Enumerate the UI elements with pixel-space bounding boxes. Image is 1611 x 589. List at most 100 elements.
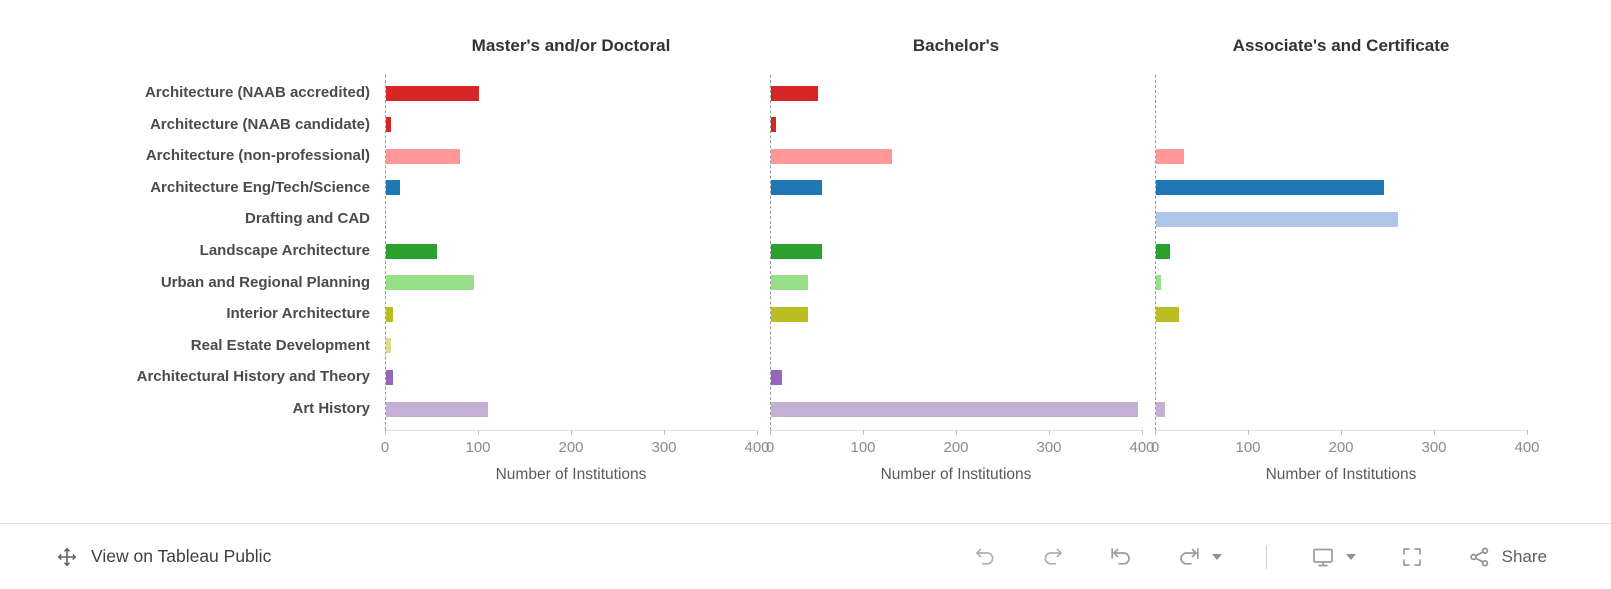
x-axis-tick-label: 400 <box>1514 439 1540 456</box>
bar-master-s-and-or-doctoral-architecture-non-professional[interactable] <box>386 148 461 164</box>
bar-master-s-and-or-doctoral-art-history[interactable] <box>386 401 489 417</box>
x-axis-tick <box>385 430 386 435</box>
x-axis-tick <box>664 430 665 435</box>
x-axis-tick-label: 400 <box>1129 439 1155 456</box>
row-label-interior-architecture[interactable]: Interior Architecture <box>226 305 370 323</box>
refresh-button[interactable] <box>1177 545 1222 569</box>
x-axis-tick <box>1527 430 1528 435</box>
undo-button[interactable] <box>973 545 997 569</box>
bar-master-s-and-or-doctoral-architectural-history-and-theory[interactable] <box>386 369 394 385</box>
zero-reference-line <box>385 75 386 430</box>
redo-icon <box>1044 548 1062 565</box>
row-label-landscape-architecture[interactable]: Landscape Architecture <box>199 242 370 259</box>
bar-bachelor-s-architecture-non-professional[interactable] <box>771 148 892 164</box>
refresh-icon <box>1179 547 1199 565</box>
row-label-real-estate-development[interactable]: Real Estate Development <box>190 336 370 354</box>
toolbar-separator <box>1265 544 1267 569</box>
x-axis-tick-label: 200 <box>558 439 584 456</box>
zero-reference-line <box>770 75 771 430</box>
x-axis-title: Number of Institutions <box>880 466 1032 483</box>
x-axis-tick <box>1341 430 1342 435</box>
x-axis-tick <box>1155 430 1156 435</box>
display-options-icon <box>1312 548 1333 566</box>
x-axis-tick <box>1434 430 1435 435</box>
bar-bachelor-s-architecture-naab-candidate[interactable] <box>771 117 776 133</box>
x-axis-tick <box>1248 430 1249 435</box>
bar-associate-s-and-certificate-drafting-and-cad[interactable] <box>1156 211 1398 227</box>
row-label-architecture-eng-tech-science[interactable]: Architecture Eng/Tech/Science <box>150 178 370 196</box>
row-label-urban-and-regional-planning[interactable]: Urban and Regional Planning <box>160 273 370 291</box>
view-on-tableau-public-label: View on Tableau Public <box>91 546 272 566</box>
x-axis-tick-label: 100 <box>1235 439 1261 456</box>
bar-master-s-and-or-doctoral-urban-and-regional-planning[interactable] <box>386 275 475 291</box>
revert-icon <box>1110 547 1130 565</box>
toolbar-buttons: Share <box>973 544 1547 569</box>
caret-down-icon <box>1211 553 1222 560</box>
tableau-footer-toolbar: View on Tableau Public <box>0 523 1611 589</box>
move-icon <box>57 547 77 566</box>
x-axis-tick-label: 300 <box>1036 439 1062 456</box>
x-axis-tick-label: 0 <box>1150 439 1160 456</box>
x-axis-tick <box>863 430 864 435</box>
x-axis-tick <box>1142 430 1143 435</box>
row-label-architecture-non-professional[interactable]: Architecture (non-professional) <box>145 147 370 165</box>
bar-bachelor-s-urban-and-regional-planning[interactable] <box>771 275 809 291</box>
fullscreen-icon <box>1402 547 1421 566</box>
redo-button[interactable] <box>1041 545 1065 569</box>
bar-master-s-and-or-doctoral-architecture-naab-candidate[interactable] <box>386 117 391 133</box>
panel-title-bachelor-s: Bachelor's <box>912 36 1000 55</box>
x-axis-tick-label: 300 <box>651 439 677 456</box>
bar-bachelor-s-architecture-naab-accredited[interactable] <box>771 85 818 101</box>
revert-button[interactable] <box>1109 545 1133 569</box>
bar-associate-s-and-certificate-landscape-architecture[interactable] <box>1156 243 1170 259</box>
view-on-tableau-public-link[interactable]: View on Tableau Public <box>56 546 271 568</box>
x-axis-tick <box>770 430 771 435</box>
x-axis-tick <box>956 430 957 435</box>
undo-icon <box>975 548 993 565</box>
bar-associate-s-and-certificate-architecture-non-professional[interactable] <box>1156 148 1184 164</box>
bar-bachelor-s-art-history[interactable] <box>771 401 1139 417</box>
bar-associate-s-and-certificate-urban-and-regional-planning[interactable] <box>1156 275 1161 291</box>
x-axis-tick-label: 300 <box>1421 439 1447 456</box>
bar-master-s-and-or-doctoral-interior-architecture[interactable] <box>386 306 394 322</box>
x-axis-tick-label: 100 <box>465 439 491 456</box>
panel-title-associate-s-and-certificate: Associate's and Certificate <box>1232 36 1450 55</box>
row-label-architecture-naab-accredited[interactable]: Architecture (NAAB accredited) <box>144 84 370 101</box>
x-axis-tick-label: 0 <box>765 439 775 456</box>
x-axis-tick <box>571 430 572 435</box>
bar-associate-s-and-certificate-interior-architecture[interactable] <box>1156 306 1180 322</box>
zero-reference-line <box>1155 75 1156 430</box>
fullscreen-button[interactable] <box>1400 545 1424 569</box>
x-axis-tick <box>757 430 758 435</box>
x-axis-tick-label: 200 <box>1328 439 1354 456</box>
display-options-button[interactable] <box>1311 545 1356 569</box>
x-axis-title: Number of Institutions <box>495 466 647 483</box>
x-axis-title: Number of Institutions <box>1265 466 1417 483</box>
row-label-architectural-history-and-theory[interactable]: Architectural History and Theory <box>136 368 370 386</box>
share-button[interactable]: Share <box>1468 545 1547 569</box>
bar-associate-s-and-certificate-architecture-eng-tech-science[interactable] <box>1156 180 1384 196</box>
share-button-label: Share <box>1501 546 1547 566</box>
bar-bachelor-s-architecture-eng-tech-science[interactable] <box>771 180 823 196</box>
bar-master-s-and-or-doctoral-landscape-architecture[interactable] <box>386 243 438 259</box>
bar-associate-s-and-certificate-art-history[interactable] <box>1156 401 1166 417</box>
x-axis-tick-label: 100 <box>850 439 876 456</box>
row-label-architecture-naab-candidate[interactable]: Architecture (NAAB candidate) <box>149 115 370 133</box>
row-label-drafting-and-cad[interactable]: Drafting and CAD <box>245 210 370 228</box>
bar-bachelor-s-interior-architecture[interactable] <box>771 306 809 322</box>
bar-master-s-and-or-doctoral-real-estate-development[interactable] <box>386 338 391 354</box>
x-axis-tick <box>478 430 479 435</box>
x-axis-tick <box>1049 430 1050 435</box>
panel-title-master-s-and-or-doctoral: Master's and/or Doctoral <box>471 36 671 55</box>
x-axis-tick-label: 0 <box>380 439 390 456</box>
bar-master-s-and-or-doctoral-architecture-naab-accredited[interactable] <box>386 85 479 101</box>
institutions-bar-chart: Architecture (NAAB accredited) Architectu… <box>136 36 1540 483</box>
caret-down-icon <box>1345 553 1356 560</box>
bar-master-s-and-or-doctoral-architecture-eng-tech-science[interactable] <box>386 180 400 196</box>
row-label-art-history[interactable]: Art History <box>292 400 370 417</box>
x-axis-tick-label: 200 <box>943 439 969 456</box>
bar-bachelor-s-architectural-history-and-theory[interactable] <box>771 369 783 385</box>
bar-bachelor-s-landscape-architecture[interactable] <box>771 243 823 259</box>
share-icon <box>1469 547 1488 566</box>
